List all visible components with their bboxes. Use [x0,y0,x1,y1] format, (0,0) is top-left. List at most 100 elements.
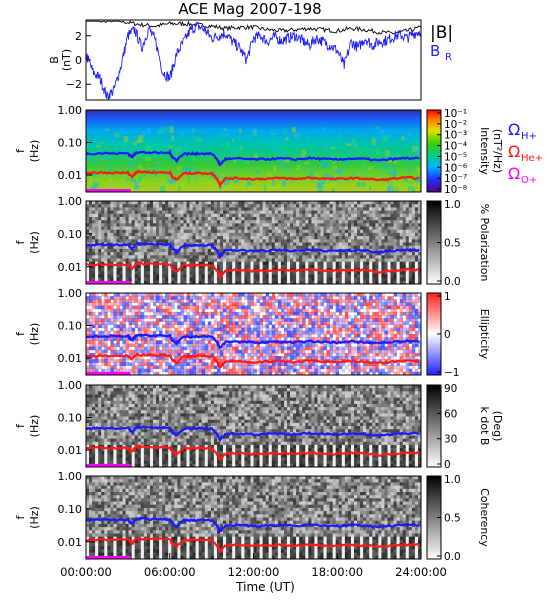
heatmap-cell [344,239,349,243]
heatmap-cell [207,324,212,329]
heatmap-cell [317,201,321,205]
heatmap-cell [204,368,209,373]
heatmap-cell [235,264,239,269]
heatmap-cell [210,296,215,300]
heatmap-cell [110,340,114,344]
heatmap-cell [186,280,190,284]
heatmap-cell [183,362,187,366]
heatmap-cell [226,311,230,316]
heatmap-cell [408,271,413,275]
heatmap-cell [287,264,291,269]
heatmap-cell [262,368,266,373]
heatmap-cell [293,368,297,373]
heatmap-cell [399,277,404,282]
heatmap-cell [372,207,376,211]
heatmap-cell [189,258,193,263]
heatmap-cell [125,201,129,205]
heatmap-cell [180,324,184,329]
heatmap-cell [134,340,139,344]
heatmap-cell [183,315,187,319]
heatmap-cell [226,239,230,243]
heatmap-cell [335,277,340,282]
heatmap-texture [223,178,230,185]
heatmap-cell [317,346,321,351]
heatmap-cell [162,299,166,303]
heatmap-cell [299,255,303,259]
heatmap-cell [314,352,318,357]
heatmap-cell [134,315,139,319]
heatmap-cell [287,252,291,256]
heatmap-cell [274,255,279,259]
heatmap-texture [94,140,99,147]
heatmap-cell [238,226,242,231]
heatmap-cell [250,302,254,307]
heatmap-cell [189,346,193,351]
heatmap-cell [384,226,388,231]
heatmap-cell [116,236,120,240]
heatmap-cell [290,236,294,240]
heatmap-texture [134,161,138,166]
heatmap-cell [241,349,245,354]
heatmap-cell [308,362,312,366]
heatmap-cell [256,232,260,237]
heatmap-cell [134,239,139,243]
heatmap-cell [89,232,93,237]
heatmap-cell [177,242,181,247]
heatmap-cell [247,213,251,218]
heatmap-cell [405,277,410,282]
heatmap-cell [195,356,199,360]
heatmap-cell [302,365,306,370]
heatmap-cell [384,217,388,221]
heatmap-cell [341,264,346,269]
heatmap-cell [402,226,407,231]
heatmap-cell [153,293,157,297]
heatmap-cell [95,220,99,224]
heatmap-texture [314,172,319,178]
heatmap-cell [150,264,154,269]
heatmap-cell [195,264,199,269]
heatmap-cell [287,356,291,360]
heatmap-cell [98,318,102,322]
heatmap-cell [220,308,224,313]
heatmap-cell [101,352,105,357]
heatmap-cell [131,207,136,211]
heatmap-cell [354,239,358,243]
heatmap-cell [293,305,297,310]
heatmap-cell [305,201,309,205]
heatmap-texture [402,178,409,183]
heatmap-cell [305,324,309,329]
heatmap-cell [104,299,108,303]
heatmap-cell [198,252,203,256]
colorbar-tick-label: 10⁻⁴ [444,141,467,153]
heatmap-cell [287,321,291,325]
heatmap-cell [86,302,90,307]
heatmap-cell [360,232,364,237]
heatmap-cell [405,223,410,227]
heatmap-cell [232,217,236,221]
heatmap-cell [378,274,382,278]
heatmap-cell [113,217,117,221]
heatmap-cell [277,321,282,325]
heatmap-cell [293,349,297,354]
heatmap-cell [198,271,203,275]
heatmap-cell [177,271,181,275]
heatmap-cell [217,239,221,243]
heatmap-cell [347,223,352,227]
heatmap-cell [232,236,236,240]
heatmap-cell [375,217,379,221]
heatmap-cell [198,362,203,366]
side-label-omega: Ω [508,142,520,161]
heatmap-cell [290,293,294,297]
heatmap-cell [399,201,404,205]
heatmap-cell [271,327,276,332]
heatmap-cell [143,346,148,351]
heatmap-cell [195,236,199,240]
heatmap-cell [177,343,181,348]
heatmap-cell [375,229,379,234]
heatmap-cell [95,321,99,325]
heatmap-cell [399,217,404,221]
heatmap-cell [241,252,245,256]
heatmap-cell [259,236,263,240]
heatmap-cell [232,245,236,250]
heatmap-cell [104,245,108,250]
